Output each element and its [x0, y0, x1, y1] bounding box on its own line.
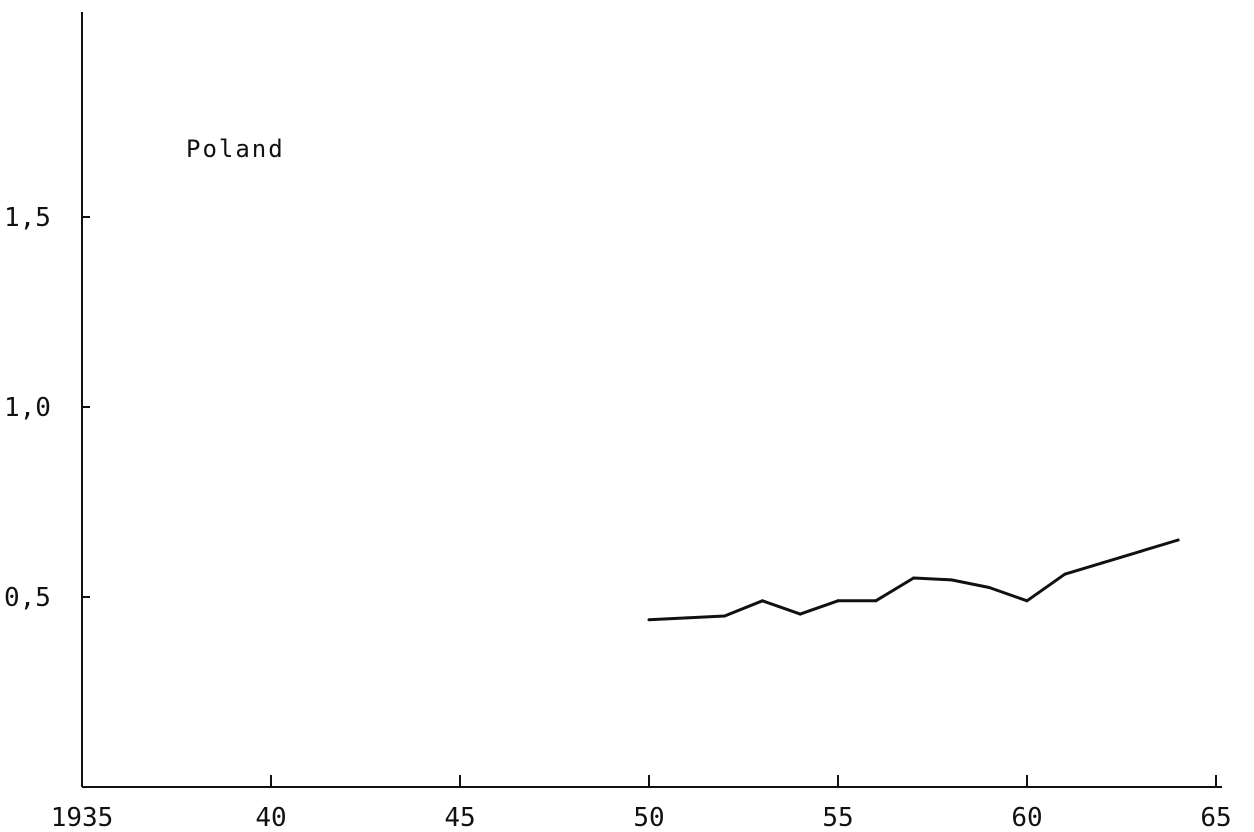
y-tick-label: 0,5 — [4, 583, 51, 613]
data-point — [647, 618, 651, 622]
data-point — [723, 614, 727, 618]
data-point — [836, 599, 840, 603]
data-point — [949, 578, 953, 582]
data-point — [1176, 538, 1180, 542]
tick-labels: 1935 40 45 50 55 60 65 0,5 1,0 1,5 — [4, 203, 1232, 832]
x-tick-label: 1935 — [51, 803, 114, 832]
data-point — [1138, 549, 1142, 553]
x-tick-label: 40 — [255, 803, 286, 832]
data-point — [1025, 599, 1029, 603]
series-line — [648, 538, 1179, 622]
x-tick-label: 50 — [633, 803, 664, 832]
data-point — [685, 616, 689, 620]
x-tick-label: 45 — [444, 803, 475, 832]
data-point — [912, 576, 916, 580]
data-point — [1063, 572, 1067, 576]
data-point — [760, 599, 764, 603]
data-point — [1101, 561, 1105, 565]
data-point — [798, 612, 802, 616]
x-tick-label: 55 — [822, 803, 853, 832]
x-tick-label: 60 — [1011, 803, 1042, 832]
series-layer — [647, 538, 1180, 622]
axes — [81, 12, 1222, 788]
y-tick-label: 1,5 — [4, 203, 51, 233]
x-tick-label: 65 — [1200, 803, 1231, 832]
ticks — [81, 216, 1217, 787]
y-tick-label: 1,0 — [4, 393, 51, 423]
series-annotation: Poland — [186, 135, 285, 163]
data-point — [874, 599, 878, 603]
data-point — [987, 586, 991, 589]
